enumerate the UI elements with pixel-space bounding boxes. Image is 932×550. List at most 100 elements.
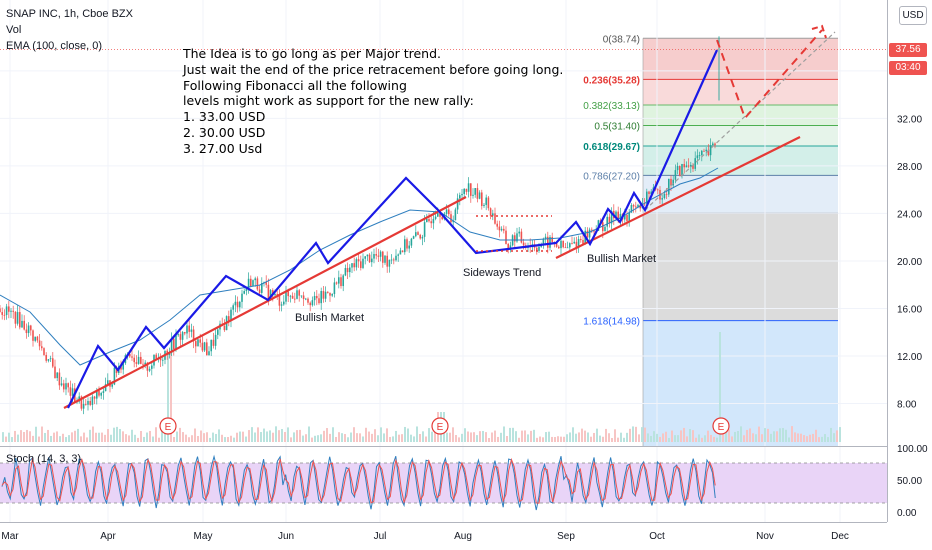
candle-body bbox=[65, 383, 67, 390]
volume-bar bbox=[356, 433, 358, 442]
vol-legend[interactable]: Vol bbox=[6, 24, 22, 36]
symbol-title[interactable]: SNAP INC, 1h, Cboe BZX bbox=[6, 8, 133, 20]
volume-bar bbox=[719, 332, 721, 442]
candle-body bbox=[360, 261, 362, 268]
candle-body bbox=[569, 243, 571, 248]
candle-body bbox=[368, 254, 371, 263]
volume-bar bbox=[398, 434, 400, 442]
volume-bar bbox=[803, 435, 805, 442]
candle-body bbox=[131, 356, 133, 358]
candle-body bbox=[632, 205, 635, 207]
candle-body bbox=[338, 277, 340, 284]
volume-bar bbox=[764, 428, 766, 442]
time-axis[interactable]: Mar Apr May Jun Jul Aug Sep Oct Nov Dec bbox=[1, 531, 849, 542]
ema-legend[interactable]: EMA (100, close, 0) bbox=[6, 40, 102, 52]
volume-bar bbox=[416, 426, 418, 442]
annotation-line: 1. 33.00 USD bbox=[183, 109, 266, 125]
candle-body bbox=[454, 209, 457, 221]
candle-body bbox=[294, 298, 296, 300]
chart-legend: SNAP INC, 1h, Cboe BZX Vol EMA (100, clo… bbox=[6, 6, 133, 54]
time-tick-label: Mar bbox=[1, 531, 19, 542]
trendlines[interactable] bbox=[63, 136, 801, 409]
annotation-line: The Idea is to go long as per Major tren… bbox=[183, 46, 442, 61]
candle-body bbox=[384, 255, 386, 263]
volume-bar bbox=[695, 437, 697, 442]
candle-body bbox=[175, 335, 177, 350]
candle-body bbox=[390, 259, 393, 261]
projection-path[interactable] bbox=[716, 29, 823, 120]
volume-bar bbox=[5, 436, 7, 442]
trendline[interactable] bbox=[63, 196, 467, 409]
countdown-tag: 03:40 bbox=[889, 61, 927, 75]
candle-body bbox=[302, 295, 305, 300]
candle-body bbox=[181, 332, 184, 340]
candle-body bbox=[573, 241, 575, 244]
currency-button[interactable]: USD bbox=[899, 6, 927, 25]
candle-body bbox=[5, 306, 8, 316]
fibonacci-retracement[interactable] bbox=[642, 37, 838, 446]
volume-bar bbox=[584, 430, 586, 442]
volume-bar bbox=[623, 437, 625, 442]
projection-arrow bbox=[811, 24, 827, 39]
trendline[interactable] bbox=[555, 136, 801, 259]
candle-body bbox=[672, 179, 674, 186]
volume-bar bbox=[449, 432, 451, 442]
candle-body bbox=[41, 346, 43, 349]
candle-body bbox=[606, 216, 608, 227]
candle-body bbox=[375, 254, 377, 256]
volume-bar bbox=[380, 427, 382, 442]
candle-body bbox=[203, 342, 206, 351]
candle-body bbox=[351, 263, 353, 268]
candle-body bbox=[54, 366, 56, 379]
volume-bar bbox=[122, 431, 124, 442]
earnings-marker-apr[interactable]: E bbox=[159, 417, 177, 435]
candle-body bbox=[234, 301, 237, 306]
idea-annotation[interactable]: The Idea is to go long as per Major tren… bbox=[183, 46, 563, 157]
label-bullish-market-2: Bullish Market bbox=[587, 253, 656, 265]
volume-bar bbox=[62, 433, 64, 442]
stoch-axis[interactable]: 100.00 50.00 0.00 bbox=[897, 444, 928, 519]
volume-bar bbox=[71, 432, 73, 442]
earnings-marker-label: E bbox=[437, 422, 444, 433]
candle-body bbox=[115, 367, 118, 374]
candle-body bbox=[646, 191, 648, 204]
candle-body bbox=[434, 216, 437, 219]
candle-body bbox=[56, 372, 58, 379]
candle-body bbox=[241, 293, 243, 302]
volume-bar bbox=[155, 427, 157, 442]
candle-body bbox=[151, 365, 153, 369]
volume-bar bbox=[266, 431, 268, 442]
candle-body bbox=[1, 312, 3, 315]
candle-body bbox=[663, 193, 666, 199]
volume-bar bbox=[56, 431, 58, 442]
volume-bar bbox=[524, 430, 526, 442]
candle-body bbox=[173, 338, 175, 350]
volume-bar bbox=[104, 434, 106, 442]
wave-lines[interactable] bbox=[67, 49, 719, 409]
candle-body bbox=[342, 275, 344, 287]
volume-bar bbox=[404, 426, 406, 442]
candle-body bbox=[463, 188, 465, 194]
candle-body bbox=[450, 214, 452, 223]
volume-bar bbox=[281, 428, 283, 442]
candle-body bbox=[0, 308, 1, 313]
candle-body bbox=[69, 387, 72, 396]
candle-body bbox=[522, 242, 525, 246]
earnings-marker-oct[interactable]: E bbox=[712, 417, 730, 435]
volume-bar bbox=[707, 430, 709, 442]
candle-body bbox=[296, 290, 298, 299]
volume-bar bbox=[626, 432, 628, 442]
volume-bar bbox=[185, 434, 187, 442]
candle-body bbox=[558, 246, 560, 249]
stoch-legend[interactable]: Stoch (14, 3, 3) bbox=[6, 453, 81, 465]
candle-body bbox=[608, 216, 611, 224]
volume-bar bbox=[530, 430, 532, 442]
earnings-marker-jul[interactable]: E bbox=[431, 417, 449, 435]
candle-body bbox=[335, 282, 338, 284]
candle-body bbox=[313, 295, 316, 301]
candle-body bbox=[494, 213, 496, 224]
volume-bar bbox=[182, 432, 184, 442]
candle-body bbox=[129, 353, 131, 357]
